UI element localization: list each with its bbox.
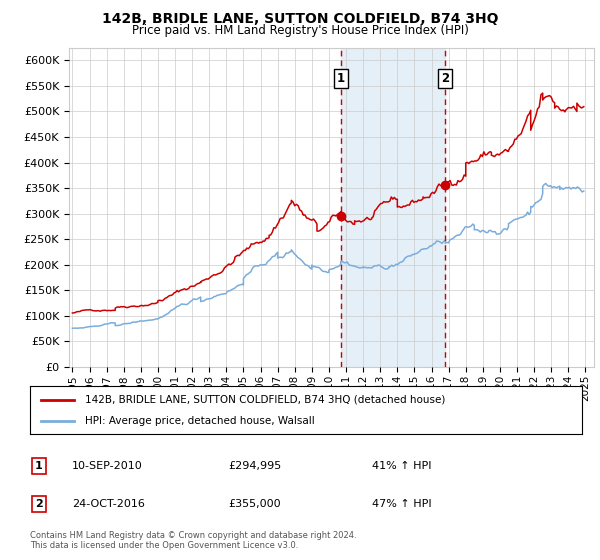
- Text: This data is licensed under the Open Government Licence v3.0.: This data is licensed under the Open Gov…: [30, 541, 298, 550]
- Text: 41% ↑ HPI: 41% ↑ HPI: [372, 461, 431, 471]
- Text: 142B, BRIDLE LANE, SUTTON COLDFIELD, B74 3HQ (detached house): 142B, BRIDLE LANE, SUTTON COLDFIELD, B74…: [85, 395, 446, 405]
- Text: £355,000: £355,000: [228, 499, 281, 509]
- Text: 142B, BRIDLE LANE, SUTTON COLDFIELD, B74 3HQ: 142B, BRIDLE LANE, SUTTON COLDFIELD, B74…: [102, 12, 498, 26]
- Text: 2: 2: [35, 499, 43, 509]
- Text: HPI: Average price, detached house, Walsall: HPI: Average price, detached house, Wals…: [85, 416, 315, 426]
- Text: 1: 1: [35, 461, 43, 471]
- Text: 24-OCT-2016: 24-OCT-2016: [72, 499, 145, 509]
- Text: Contains HM Land Registry data © Crown copyright and database right 2024.: Contains HM Land Registry data © Crown c…: [30, 531, 356, 540]
- Text: 10-SEP-2010: 10-SEP-2010: [72, 461, 143, 471]
- Text: 47% ↑ HPI: 47% ↑ HPI: [372, 499, 431, 509]
- Text: 1: 1: [337, 72, 345, 85]
- Bar: [341, 48, 445, 367]
- Text: 2: 2: [442, 72, 449, 85]
- Text: £294,995: £294,995: [228, 461, 281, 471]
- Text: Price paid vs. HM Land Registry's House Price Index (HPI): Price paid vs. HM Land Registry's House …: [131, 24, 469, 36]
